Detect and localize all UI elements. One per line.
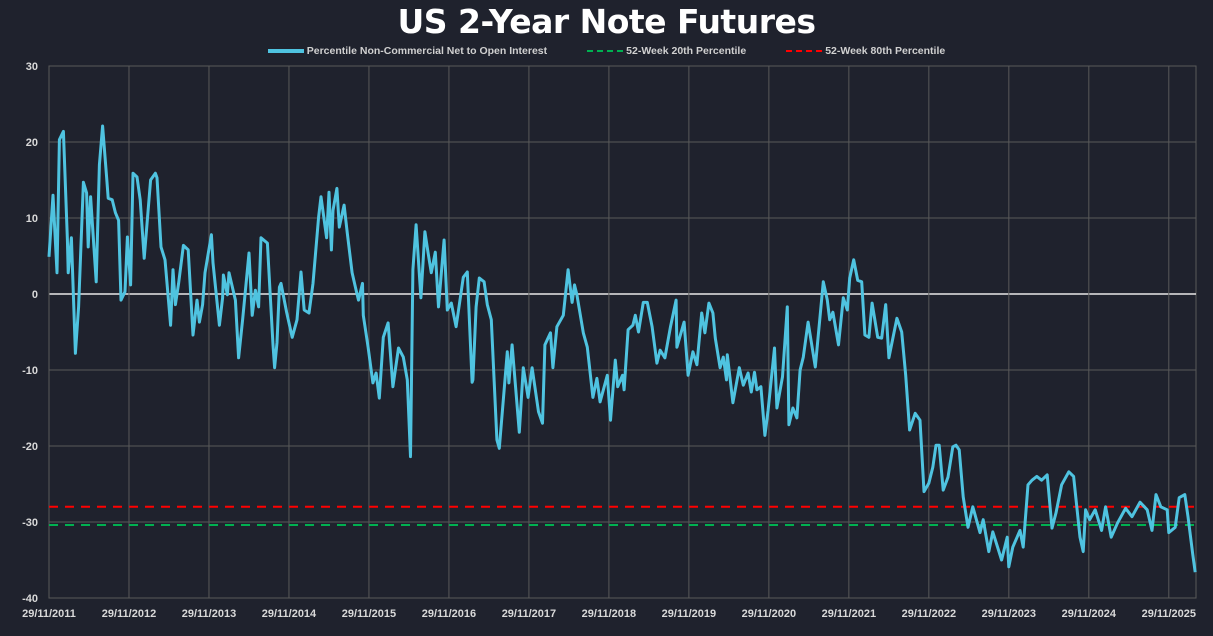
y-tick-label: 10 (26, 213, 38, 225)
x-tick-label: 29/11/2022 (902, 608, 956, 620)
legend-swatch-dashed-red (786, 50, 823, 52)
y-tick-label: 20 (26, 137, 38, 149)
x-tick-label: 29/11/2017 (502, 608, 556, 620)
x-tick-label: 29/11/2020 (742, 608, 796, 620)
x-tick-label: 29/11/2016 (422, 608, 476, 620)
legend-swatch-solid-cyan (267, 49, 304, 53)
legend-item-20th: 52-Week 20th Percentile (587, 45, 746, 57)
legend-item-percentile: Percentile Non-Commercial Net to Open In… (267, 45, 548, 57)
x-tick-label: 29/11/2014 (262, 608, 317, 620)
x-tick-label: 29/11/2015 (342, 608, 396, 620)
legend-label: 52-Week 20th Percentile (626, 45, 747, 57)
legend-label: 52-Week 80th Percentile (825, 45, 946, 57)
legend-label: Percentile Non-Commercial Net to Open In… (306, 45, 548, 57)
y-tick-label: -30 (22, 517, 38, 529)
series-line-percentile (47, 124, 1197, 573)
y-tick-label: -40 (22, 593, 38, 605)
y-tick-label: 0 (32, 289, 38, 301)
x-tick-label: 29/11/2012 (102, 608, 156, 620)
x-tick-label: 29/11/2013 (182, 608, 236, 620)
x-tick-label: 29/11/2011 (22, 608, 76, 620)
legend: Percentile Non-Commercial Net to Open In… (0, 45, 1213, 57)
y-tick-label: -10 (22, 365, 38, 377)
x-tick-label: 29/11/2023 (982, 608, 1036, 620)
x-tick-label: 29/11/2019 (662, 608, 716, 620)
y-tick-label: 30 (26, 61, 38, 73)
legend-item-80th: 52-Week 80th Percentile (786, 45, 945, 57)
legend-swatch-dashed-green (587, 50, 624, 52)
x-tick-label: 29/11/2021 (822, 608, 876, 620)
x-tick-label: 29/11/2025 (1142, 608, 1196, 620)
x-tick-label: 29/11/2024 (1062, 608, 1117, 620)
x-tick-label: 29/11/2018 (582, 608, 636, 620)
y-tick-label: -20 (22, 441, 38, 453)
chart-title: US 2-Year Note Futures (397, 2, 816, 41)
